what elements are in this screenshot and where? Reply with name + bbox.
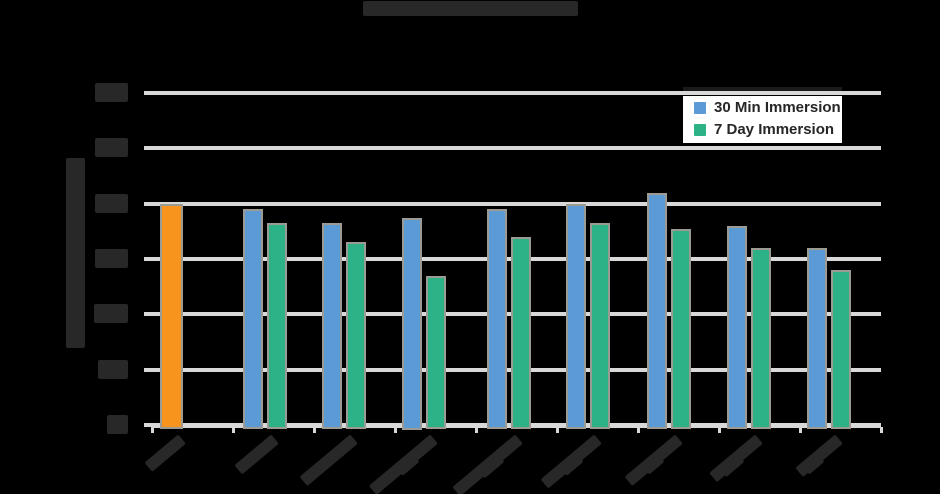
y-axis-label-blob [66,158,85,348]
x-axis-tick-mark [880,427,883,433]
y-axis-tick-label-blob [107,415,128,434]
bar-30-min-immersion [647,193,667,429]
legend-label-7-day: 7 Day Immersion [714,121,835,138]
x-axis-tick-label-line2-blob [477,453,505,479]
bar-30-min-immersion [566,204,586,429]
x-axis-tick-mark [313,427,316,433]
x-axis-tick-label-line2-blob [719,453,745,478]
legend-swatch-30-min-icon [694,101,706,114]
bar-7-day-immersion [831,270,851,429]
bar-30-min-immersion [402,218,422,430]
bar-7-day-immersion [511,237,531,429]
y-axis-tick-label-blob [95,249,128,268]
y-axis-tick-label-blob [98,360,128,379]
y-axis-tick-label-blob [95,83,128,102]
legend-item-30-min: 30 Min Immersion [694,97,842,118]
gridline [152,91,881,95]
x-axis-tick-mark [151,427,154,433]
bar-7-day-immersion [590,223,610,429]
x-axis-tick-label-blob [299,434,358,487]
y-axis-tick-label-blob [94,304,128,323]
bar-7-day-immersion [267,223,287,429]
legend-box: 30 Min Immersion 7 Day Immersion [683,96,842,143]
gridline [152,202,881,206]
legend-label-30-min: 30 Min Immersion [714,99,841,116]
y-axis-tick-label-blob [95,138,128,157]
y-axis-tick-mark [144,257,152,261]
x-axis-tick-mark [394,427,397,433]
chart-title-blob [363,1,578,16]
bar-30-min-immersion [727,226,747,429]
legend-swatch-7-day-icon [694,123,706,136]
y-axis-tick-mark [144,202,152,206]
bar-30-min-immersion [322,223,342,429]
bar-7-day-immersion [346,242,366,429]
x-axis-tick-label-blob [234,434,279,475]
y-axis-tick-mark [144,423,152,427]
bar-30-min-immersion [807,248,827,429]
bar-control [160,204,183,429]
bar-30-min-immersion [243,209,263,429]
x-axis-tick-label-line2-blob [559,453,584,476]
x-axis-tick-mark [718,427,721,433]
bar-7-day-immersion [751,248,771,429]
x-axis-tick-label-line2-blob [395,453,420,476]
y-axis-tick-mark [144,312,152,316]
bar-7-day-immersion [671,229,691,429]
x-axis-tick-mark [637,427,640,433]
y-axis-tick-mark [144,91,152,95]
legend: 30 Min Immersion 7 Day Immersion [683,87,842,143]
x-axis-tick-mark [475,427,478,433]
bar-30-min-immersion [487,209,507,429]
y-axis-tick-label-blob [95,194,128,213]
gridline [152,146,881,150]
bar-7-day-immersion [426,276,446,429]
plot-area [144,91,883,433]
x-axis-tick-mark [556,427,559,433]
x-axis-tick-mark [799,427,802,433]
x-axis-tick-label-blob [144,434,186,472]
y-axis-tick-mark [144,146,152,150]
legend-item-7-day: 7 Day Immersion [694,119,842,140]
y-axis-tick-mark [144,368,152,372]
legend-top-border [683,87,842,91]
x-axis-tick-mark [232,427,235,433]
